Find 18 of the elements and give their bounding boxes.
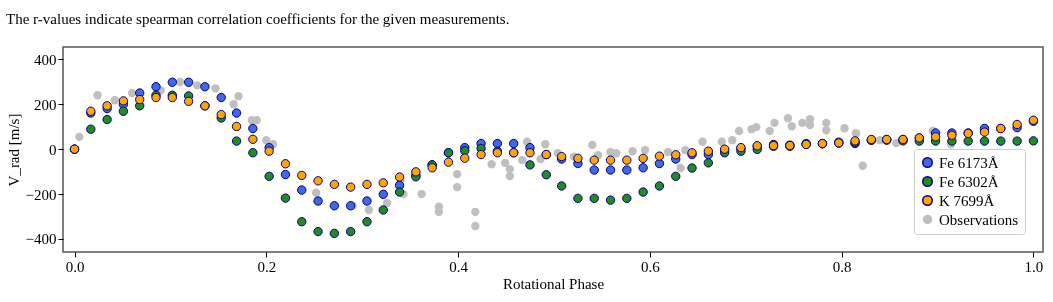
- legend-label: K 7699Å: [939, 192, 995, 209]
- y-tick-label: 0: [49, 141, 57, 158]
- legend-label: Fe 6173Å: [939, 154, 999, 171]
- text: The r-values indicate spearman correlation coefficients for the given measurements.: [6, 11, 510, 27]
- y-tick-label: −400: [25, 231, 57, 248]
- x-tick-label: 1.0: [1024, 258, 1044, 275]
- y-axis-title: V_rad [m/s]: [5, 113, 22, 187]
- y-tick-label: 200: [34, 96, 57, 113]
- x-tick-label: 0.6: [640, 258, 661, 275]
- x-axis-title: Rotational Phase: [502, 275, 605, 292]
- y-tick-label: 400: [34, 51, 57, 68]
- legend-label: Fe 6302Å: [939, 173, 999, 190]
- x-tick-label: 0.4: [449, 258, 469, 275]
- x-tick-label: 0.0: [65, 258, 85, 275]
- y-tick-label: −200: [25, 186, 57, 203]
- x-tick-label: 0.8: [832, 258, 852, 275]
- legend-label: Observations: [939, 211, 1019, 228]
- x-tick-label: 0.2: [257, 258, 277, 275]
